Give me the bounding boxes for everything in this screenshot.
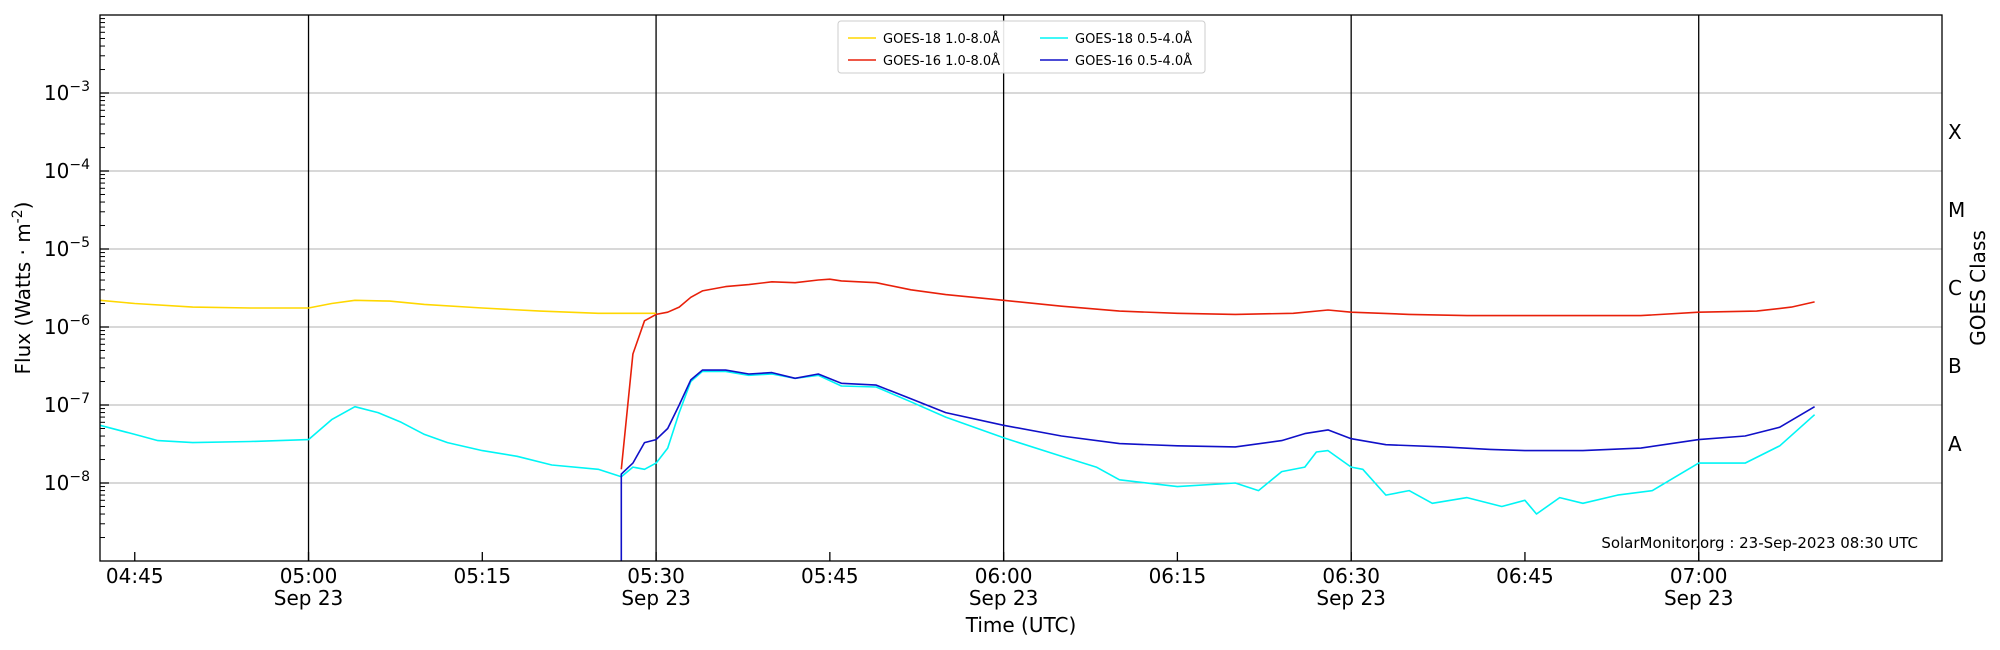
y-axis-title-main: Flux (Watts · m	[11, 223, 35, 374]
legend-label: GOES-16 0.5-4.0Å	[1075, 53, 1192, 69]
x-tick-label: 06:30	[1322, 564, 1380, 588]
y-tick-label: 10−4	[44, 157, 90, 183]
y-tick-label: 10−7	[44, 391, 90, 417]
y-axis-title-close: )	[11, 202, 35, 210]
goes-class-b: B	[1948, 354, 1962, 378]
x-axis-title: Time (UTC)	[965, 613, 1077, 637]
series-line-2	[620, 278, 1815, 470]
y-tick-label: 10−3	[44, 79, 90, 105]
goes-class-labels: A B C M X	[1948, 120, 1965, 456]
x-tick-date-label: Sep 23	[274, 586, 344, 610]
legend-label: GOES-18 0.5-4.0Å	[1075, 31, 1192, 47]
x-tick-label: 06:45	[1496, 564, 1554, 588]
x-tick-label: 05:15	[453, 564, 511, 588]
goes-class-c: C	[1948, 276, 1962, 300]
legend-label: GOES-16 1.0-8.0Å	[883, 53, 1000, 69]
y-axis-title: Flux (Watts · m-2)	[10, 202, 35, 375]
goes-class-axis-title: GOES Class	[1966, 230, 1990, 346]
x-tick-label: 06:15	[1149, 564, 1207, 588]
x-tick-label: 05:45	[801, 564, 859, 588]
series-line-3	[99, 370, 1816, 515]
plot-frame	[99, 14, 1943, 562]
x-tick-label: 04:45	[106, 564, 164, 588]
axis-ticks	[100, 18, 1700, 561]
x-tick-date-label: Sep 23	[621, 586, 691, 610]
goes-class-a: A	[1948, 432, 1962, 456]
x-tick-date-label: Sep 23	[1664, 586, 1734, 610]
grid-lines	[100, 92, 1942, 484]
series-lines	[99, 278, 1816, 561]
y-tick-labels: 10−8 10−7 10−6 10−5 10−4 10−3	[44, 79, 90, 495]
y-axis-title-exponent: -2	[10, 209, 26, 223]
source-annotation: SolarMonitor.org : 23-Sep-2023 08:30 UTC	[1601, 534, 1918, 552]
day-marker-lines	[307, 15, 1700, 561]
x-tick-label: 05:30	[627, 564, 685, 588]
legend-label: GOES-18 1.0-8.0Å	[883, 31, 1000, 47]
x-tick-label: 07:00	[1670, 564, 1728, 588]
series-line-1	[99, 299, 657, 315]
x-tick-label: 05:00	[280, 564, 338, 588]
legend: GOES-18 1.0-8.0Å GOES-16 1.0-8.0Å GOES-18 …	[837, 20, 1206, 74]
legend-box	[837, 20, 1206, 74]
x-tick-date-label: Sep 23	[969, 586, 1039, 610]
goes-class-x: X	[1948, 120, 1962, 144]
y-tick-label: 10−6	[44, 313, 90, 339]
y-tick-label: 10−5	[44, 235, 90, 261]
x-tick-date-label: Sep 23	[1316, 586, 1386, 610]
y-tick-label: 10−8	[44, 469, 90, 495]
series-line-4	[620, 369, 1816, 561]
x-tick-label: 06:00	[975, 564, 1033, 588]
goes-class-m: M	[1948, 198, 1965, 222]
